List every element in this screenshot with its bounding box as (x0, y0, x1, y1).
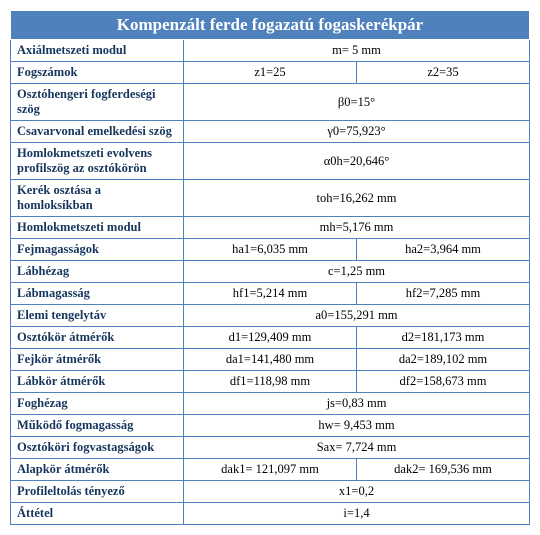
table-row: Lábkör átmérőkdf1=118,98 mmdf2=158,673 m… (11, 371, 530, 393)
row-value-b: dak2= 169,536 mm (357, 459, 530, 481)
row-label: Működő fogmagasság (11, 415, 184, 437)
table-row: Axiálmetszeti modulm= 5 mm (11, 40, 530, 62)
row-value: m= 5 mm (184, 40, 530, 62)
row-label: Lábkör átmérők (11, 371, 184, 393)
row-value-b: d2=181,173 mm (357, 327, 530, 349)
row-value-b: df2=158,673 mm (357, 371, 530, 393)
row-label: Osztókör átmérők (11, 327, 184, 349)
row-value: js=0,83 mm (184, 393, 530, 415)
row-label: Profileltolás tényező (11, 481, 184, 503)
row-value-b: hf2=7,285 mm (357, 283, 530, 305)
table-row: Osztókör átmérőkd1=129,409 mmd2=181,173 … (11, 327, 530, 349)
row-value-b: da2=189,102 mm (357, 349, 530, 371)
row-label: Osztóhengeri fogferdeségi szög (11, 84, 184, 121)
row-value: α0h=20,646° (184, 143, 530, 180)
row-label: Fogszámok (11, 62, 184, 84)
table-title: Kompenzált ferde fogazatú fogaskerékpár (11, 11, 530, 40)
table-row: Lábmagassághf1=5,214 mmhf2=7,285 mm (11, 283, 530, 305)
row-label: Foghézag (11, 393, 184, 415)
row-value: a0=155,291 mm (184, 305, 530, 327)
gear-parameters-table: Kompenzált ferde fogazatú fogaskerékpár … (10, 10, 530, 525)
row-label: Fejkör átmérők (11, 349, 184, 371)
row-label: Alapkör átmérők (11, 459, 184, 481)
table-row: Áttételi=1,4 (11, 503, 530, 525)
row-value: mh=5,176 mm (184, 217, 530, 239)
row-value: β0=15° (184, 84, 530, 121)
row-label: Áttétel (11, 503, 184, 525)
row-value: toh=16,262 mm (184, 180, 530, 217)
row-label: Lábhézag (11, 261, 184, 283)
row-label: Homlokmetszeti modul (11, 217, 184, 239)
row-value: γ0=75,923° (184, 121, 530, 143)
row-value: c=1,25 mm (184, 261, 530, 283)
table-row: Profileltolás tényezőx1=0,2 (11, 481, 530, 503)
table-row: Homlokmetszeti modulmh=5,176 mm (11, 217, 530, 239)
table-row: Alapkör átmérőkdak1= 121,097 mmdak2= 169… (11, 459, 530, 481)
row-label: Kerék osztása a homloksíkban (11, 180, 184, 217)
row-value-a: ha1=6,035 mm (184, 239, 357, 261)
row-value-a: da1=141,480 mm (184, 349, 357, 371)
table-row: Fejkör átmérőkda1=141,480 mmda2=189,102 … (11, 349, 530, 371)
row-value-a: hf1=5,214 mm (184, 283, 357, 305)
table-row: Lábhézagc=1,25 mm (11, 261, 530, 283)
row-value: x1=0,2 (184, 481, 530, 503)
table-row: Homlokmetszeti evolvens profilszög az os… (11, 143, 530, 180)
table-row: Csavarvonal emelkedési szögγ0=75,923° (11, 121, 530, 143)
row-value-a: df1=118,98 mm (184, 371, 357, 393)
row-value: hw= 9,453 mm (184, 415, 530, 437)
table-row: Foghézagjs=0,83 mm (11, 393, 530, 415)
row-label: Lábmagasság (11, 283, 184, 305)
row-value-b: z2=35 (357, 62, 530, 84)
table-row: Elemi tengelytáva0=155,291 mm (11, 305, 530, 327)
row-label: Axiálmetszeti modul (11, 40, 184, 62)
table-row: Osztóköri fogvastagságokSax= 7,724 mm (11, 437, 530, 459)
row-label: Fejmagasságok (11, 239, 184, 261)
table-row: Fejmagasságokha1=6,035 mmha2=3,964 mm (11, 239, 530, 261)
row-label: Osztóköri fogvastagságok (11, 437, 184, 459)
table-row: Osztóhengeri fogferdeségi szögβ0=15° (11, 84, 530, 121)
row-value: Sax= 7,724 mm (184, 437, 530, 459)
row-value-a: d1=129,409 mm (184, 327, 357, 349)
row-value-a: dak1= 121,097 mm (184, 459, 357, 481)
row-value-a: z1=25 (184, 62, 357, 84)
table-row: Kerék osztása a homloksíkbantoh=16,262 m… (11, 180, 530, 217)
row-label: Homlokmetszeti evolvens profilszög az os… (11, 143, 184, 180)
table-row: Fogszámokz1=25z2=35 (11, 62, 530, 84)
row-value-b: ha2=3,964 mm (357, 239, 530, 261)
row-label: Elemi tengelytáv (11, 305, 184, 327)
row-value: i=1,4 (184, 503, 530, 525)
table-row: Működő fogmagassághw= 9,453 mm (11, 415, 530, 437)
row-label: Csavarvonal emelkedési szög (11, 121, 184, 143)
